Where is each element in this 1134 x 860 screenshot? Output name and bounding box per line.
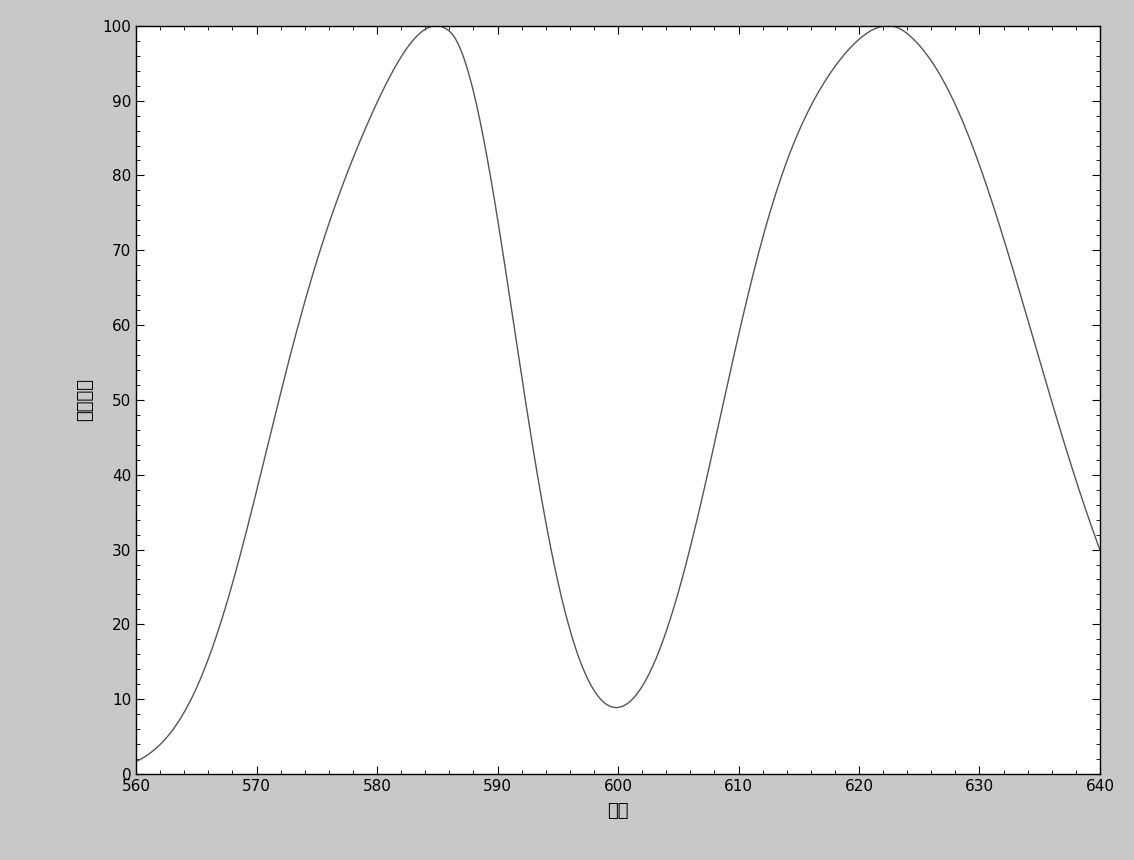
Y-axis label: 相对强度: 相对强度: [76, 378, 94, 421]
X-axis label: 波长: 波长: [608, 802, 628, 820]
